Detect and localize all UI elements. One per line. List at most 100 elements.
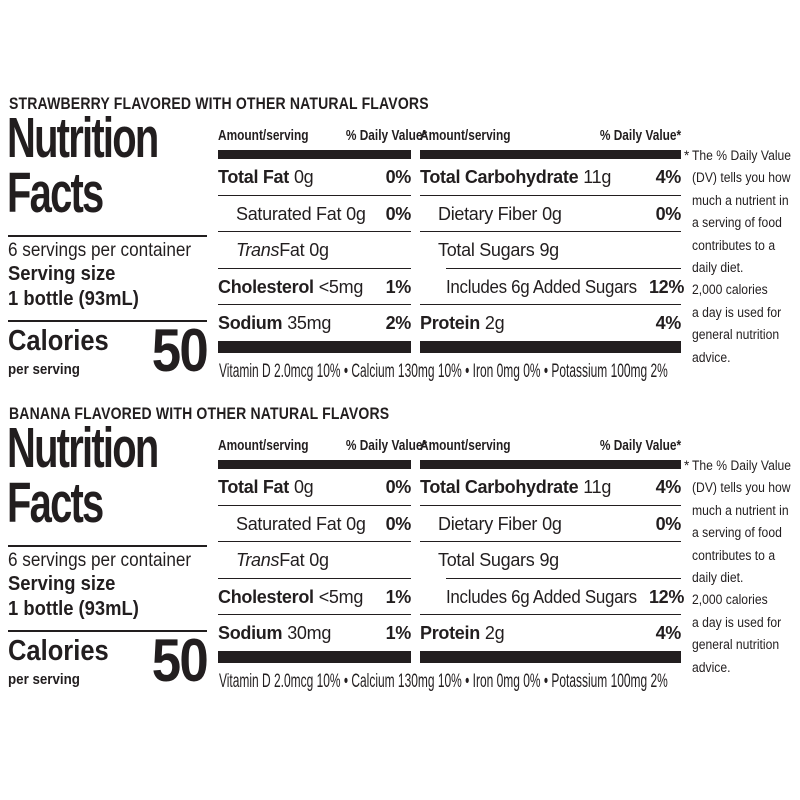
amount-serving-header: Amount/serving [218,128,309,144]
nutrient-name: Sodium [218,623,283,643]
nutrition-facts-title: Nutrition Facts [7,416,159,532]
footnote-text: The % Daily Value (DV) tells you how muc… [692,148,792,365]
nutrient-amount: 9g [539,240,559,260]
daily-value-header: % Daily Value* [346,128,428,144]
divider [420,231,681,232]
divider [420,504,681,506]
nutrient-name: Fat [279,550,305,570]
calories-label: Calories [8,325,109,357]
nutrient-name: Total Sugars [438,240,535,260]
column-header: Amount/serving % Daily Value* [420,128,681,148]
divider [218,304,411,305]
nutrient-row-added-sugars: Includes 6g Added Sugars 12% [420,269,684,305]
footnote-text: The % Daily Value (DV) tells you how muc… [692,458,792,675]
nutrient-dv: 0% [655,513,682,534]
nutrient-dv: 0% [655,203,682,224]
nutrient-amount: 0g [309,550,329,570]
nutrient-row-total-fat: Total Fat 0g 0% [218,159,411,195]
nutrients-column-right: Amount/serving % Daily Value* Total Carb… [420,128,684,353]
nutrient-amount: 0g [293,167,314,187]
nutrient-row-dietary-fiber: Dietary Fiber 0g 0% [420,196,681,232]
thick-rule [218,340,411,353]
title-line-1: Nutrition [7,416,159,480]
nutrient-dv: 0% [385,477,412,497]
nutrient-name: Dietary Fiber [438,513,538,534]
thick-rule [420,650,681,663]
nutrients-column-right: Amount/serving % Daily Value* Total Carb… [420,438,685,663]
nutrient-dv: 0% [385,167,412,187]
nutrient-amount: 11g [583,477,612,497]
amount-serving-header: Amount/serving [420,438,511,454]
nutrient-name: Includes 6g Added Sugars [446,586,637,607]
micronutrients-line: Vitamin D 2.0mcg 10% • Calcium 130mg 10%… [219,671,668,692]
nutrient-row-protein: Protein 2g 4% [420,615,681,651]
nutrient-amount: 0g [346,513,366,534]
nutrient-name-italic: Trans [236,240,280,260]
nutrient-dv: 2% [385,313,412,333]
nutrient-row-saturated-fat: Saturated Fat 0g 0% [218,506,411,542]
nutrient-amount: 0g [309,240,329,260]
divider [420,614,681,615]
nutrition-facts-panel: STRAWBERRY FLAVORED WITH OTHER NATURAL F… [0,95,800,405]
divider [218,577,411,579]
nutrient-name: Protein [420,313,480,333]
micronutrients-line: Vitamin D 2.0mcg 10% • Calcium 130mg 10%… [219,361,668,382]
title-line-2: Facts [7,161,104,225]
daily-value-header: % Daily Value* [599,128,681,144]
nutrient-name: Sodium [218,313,283,333]
nutrient-dv: 1% [385,623,412,643]
flavor-header: STRAWBERRY FLAVORED WITH OTHER NATURAL F… [9,95,429,113]
divider-indented [446,577,681,579]
nutrient-amount: 30mg [287,623,332,643]
amount-serving-header: Amount/serving [218,438,309,454]
nutrient-dv: 0% [385,513,412,534]
nutrient-name: Total Fat [218,477,289,497]
divider [8,235,207,237]
nutrient-amount: 2g [484,313,505,333]
calories-label: Calories [8,635,109,667]
divider [218,541,411,542]
divider [420,194,681,196]
nutrient-name: Saturated Fat [236,203,342,224]
divider-indented [446,267,681,269]
nutrient-dv: 4% [655,313,682,333]
nutrient-dv: 1% [385,276,412,297]
nutrient-amount: 35mg [287,313,332,333]
nutrient-amount: <5mg [318,276,364,297]
nutrient-row-trans-fat: Trans Fat 0g [218,232,411,268]
nutrition-facts-panel: BANANA FLAVORED WITH OTHER NATURAL FLAVO… [0,405,800,715]
nutrient-row-total-fat: Total Fat 0g 0% [218,469,411,505]
divider [218,614,411,615]
nutrient-name: Saturated Fat [236,513,342,534]
divider [218,267,411,269]
divider [218,194,411,196]
divider [8,630,207,632]
serving-size-label: Serving size [8,573,116,595]
nutrient-name: Total Carbohydrate [420,167,579,187]
nutrient-row-saturated-fat: Saturated Fat 0g 0% [218,196,411,232]
nutrient-name: Cholesterol [218,586,314,607]
divider [218,231,411,232]
divider [8,320,207,322]
nutrient-row-cholesterol: Cholesterol <5mg 1% [218,579,411,615]
nutrient-row-total-sugars: Total Sugars 9g [420,542,681,578]
nutrient-dv: 4% [655,477,682,497]
nutrient-dv: 12% [648,586,685,607]
calories-value: 50 [151,317,209,384]
nutrient-amount: 9g [539,550,559,570]
calories-sublabel: per serving [8,672,80,688]
column-header: Amount/serving % Daily Value* [218,438,428,458]
thick-rule [420,340,681,353]
nutrient-row-dietary-fiber: Dietary Fiber 0g 0% [420,506,681,542]
footnote-asterisk: * [684,148,690,163]
serving-size-value: 1 bottle (93mL) [8,598,139,620]
serving-size-value: 1 bottle (93mL) [8,288,139,310]
nutrient-name: Total Fat [218,167,289,187]
nutrient-row-added-sugars: Includes 6g Added Sugars 12% [420,579,685,615]
nutrient-name: Fat [279,240,305,260]
servings-per-container: 6 servings per container [8,549,192,571]
nutrient-amount: 0g [293,477,314,497]
nutrient-row-total-carbohydrate: Total Carbohydrate 11g 4% [420,159,681,195]
title-line-1: Nutrition [7,106,159,170]
